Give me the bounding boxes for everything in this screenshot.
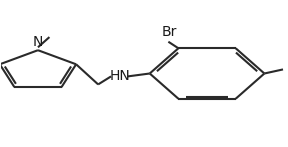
Text: HN: HN (109, 69, 130, 83)
Text: N: N (33, 35, 43, 49)
Text: Br: Br (161, 25, 177, 39)
